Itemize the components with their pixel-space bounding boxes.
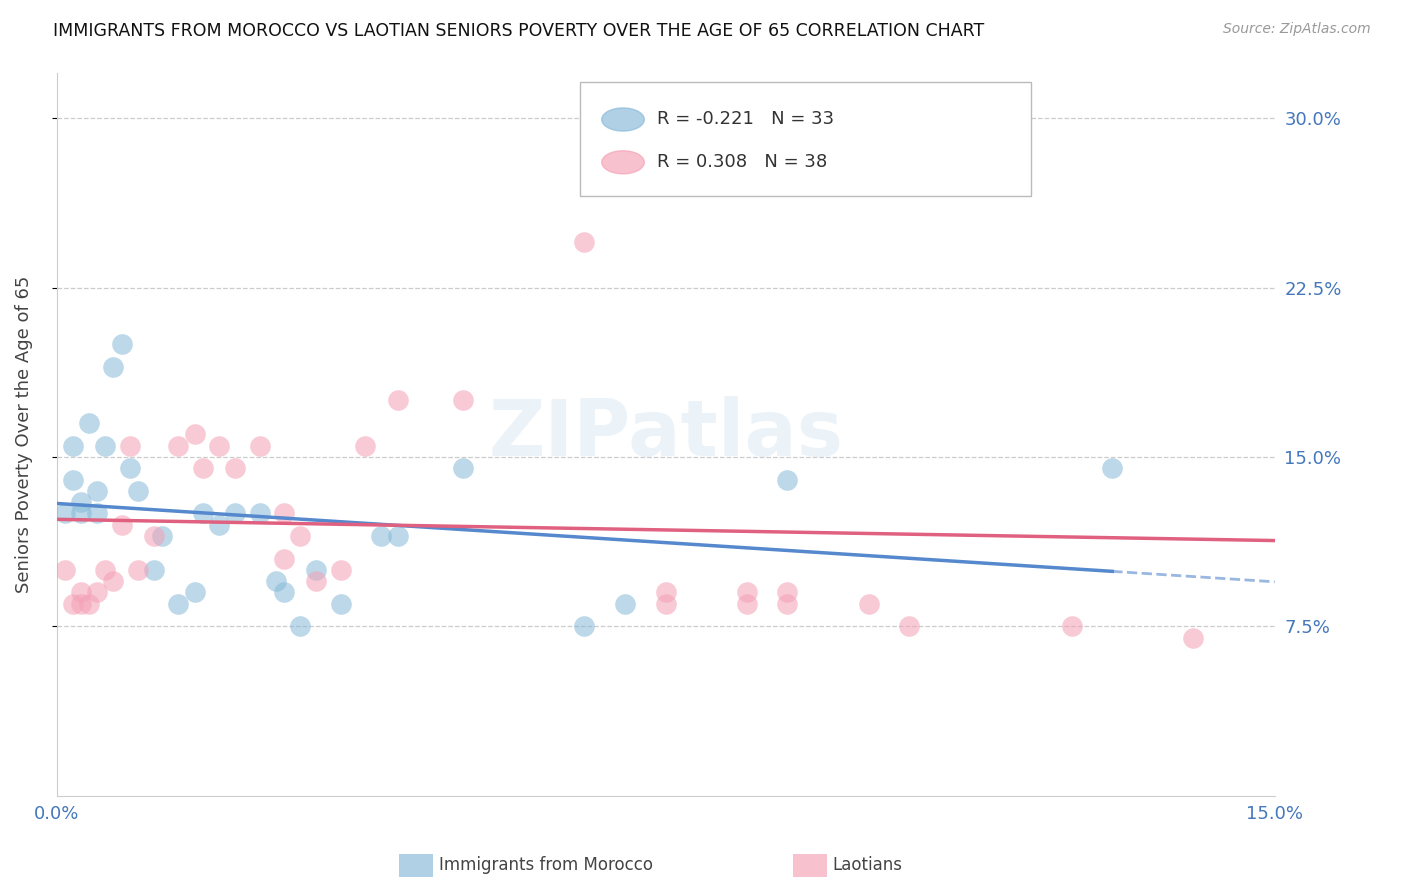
Text: Immigrants from Morocco: Immigrants from Morocco xyxy=(439,856,652,874)
Y-axis label: Seniors Poverty Over the Age of 65: Seniors Poverty Over the Age of 65 xyxy=(15,276,32,593)
Point xyxy=(103,574,125,589)
Point xyxy=(329,597,352,611)
Point xyxy=(387,529,409,543)
Point xyxy=(264,574,287,589)
Point xyxy=(249,439,271,453)
FancyBboxPatch shape xyxy=(581,82,1031,196)
Point xyxy=(305,574,328,589)
Point xyxy=(77,416,100,430)
Point xyxy=(143,529,166,543)
Point xyxy=(735,597,758,611)
Point xyxy=(70,495,93,509)
Point xyxy=(86,507,108,521)
Point xyxy=(118,461,141,475)
Ellipse shape xyxy=(602,108,644,131)
Point xyxy=(329,563,352,577)
Point xyxy=(191,507,214,521)
Point xyxy=(654,585,676,599)
Point xyxy=(167,597,190,611)
Point xyxy=(77,597,100,611)
Point xyxy=(273,507,295,521)
Point xyxy=(62,597,84,611)
Point xyxy=(127,483,149,498)
Point xyxy=(53,507,76,521)
Point xyxy=(62,439,84,453)
Point xyxy=(858,122,880,136)
Point xyxy=(614,597,637,611)
Point xyxy=(290,529,312,543)
Point xyxy=(776,585,799,599)
Point xyxy=(1060,619,1083,633)
Point xyxy=(387,393,409,408)
Point xyxy=(654,597,676,611)
Ellipse shape xyxy=(602,151,644,174)
Text: R = -0.221   N = 33: R = -0.221 N = 33 xyxy=(657,111,834,128)
Point xyxy=(451,461,474,475)
Text: Laotians: Laotians xyxy=(832,856,903,874)
Text: ZIPatlas: ZIPatlas xyxy=(488,396,844,473)
Point xyxy=(62,473,84,487)
Point xyxy=(224,507,246,521)
Point xyxy=(143,563,166,577)
Point xyxy=(290,619,312,633)
Point xyxy=(1101,461,1123,475)
Point xyxy=(305,563,328,577)
Text: IMMIGRANTS FROM MOROCCO VS LAOTIAN SENIORS POVERTY OVER THE AGE OF 65 CORRELATIO: IMMIGRANTS FROM MOROCCO VS LAOTIAN SENIO… xyxy=(53,22,984,40)
Point xyxy=(273,551,295,566)
Point xyxy=(70,597,93,611)
Point xyxy=(898,619,921,633)
Point xyxy=(1182,631,1205,645)
Point xyxy=(858,597,880,611)
Point xyxy=(208,517,231,532)
Point xyxy=(574,619,596,633)
Point xyxy=(110,517,132,532)
Point xyxy=(224,461,246,475)
Point xyxy=(127,563,149,577)
Point xyxy=(191,461,214,475)
Point xyxy=(86,585,108,599)
Point xyxy=(183,585,205,599)
Point xyxy=(776,597,799,611)
Point xyxy=(183,427,205,442)
Point xyxy=(574,235,596,250)
Point xyxy=(451,393,474,408)
Point xyxy=(94,439,117,453)
Point xyxy=(70,585,93,599)
Point xyxy=(110,337,132,351)
Point xyxy=(86,483,108,498)
Point xyxy=(735,585,758,599)
Point xyxy=(370,529,392,543)
Point xyxy=(53,563,76,577)
Point xyxy=(167,439,190,453)
Text: Source: ZipAtlas.com: Source: ZipAtlas.com xyxy=(1223,22,1371,37)
Point xyxy=(273,585,295,599)
Point xyxy=(776,473,799,487)
Point xyxy=(118,439,141,453)
Point xyxy=(150,529,173,543)
Point xyxy=(208,439,231,453)
Point xyxy=(70,507,93,521)
Point xyxy=(94,563,117,577)
Point xyxy=(103,359,125,374)
Point xyxy=(249,507,271,521)
Text: R = 0.308   N = 38: R = 0.308 N = 38 xyxy=(657,153,827,171)
Point xyxy=(354,439,377,453)
